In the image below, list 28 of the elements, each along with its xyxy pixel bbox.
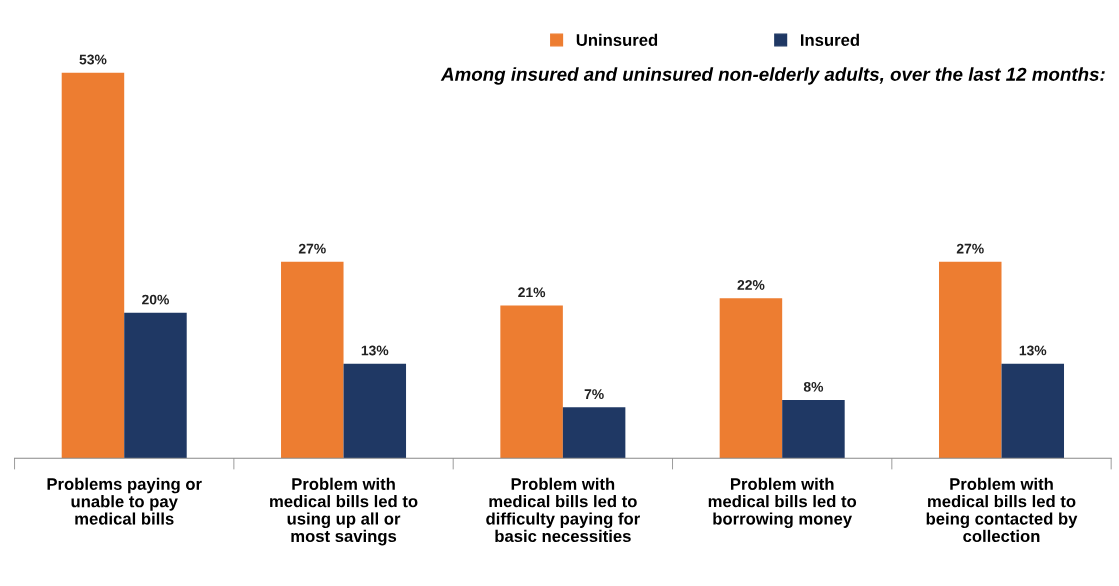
- bar: [719, 298, 783, 459]
- data-label: 27%: [298, 243, 326, 254]
- chart-subtitle: Among insured and uninsured non-elderly adults, over the last 12 months:: [440, 67, 1105, 85]
- bar: [562, 407, 626, 459]
- data-label: 7%: [584, 389, 604, 399]
- bar: [782, 400, 845, 459]
- x-tick-label: Problem with medical bills led to using up all or most savings: [270, 477, 418, 546]
- data-label: 53%: [79, 54, 107, 65]
- legend-label: Insured: [800, 33, 859, 46]
- bar: [1001, 363, 1065, 459]
- x-tick-label: Problems paying or unable to pay medical bills: [47, 477, 202, 525]
- data-label: 20%: [142, 294, 169, 305]
- bar: [343, 363, 407, 459]
- bar: [61, 72, 125, 459]
- data-label: 22%: [737, 280, 765, 290]
- bar: [500, 305, 563, 459]
- data-label: 21%: [518, 287, 546, 298]
- bar: [281, 261, 344, 459]
- bar: [939, 261, 1002, 459]
- data-label: 13%: [1019, 345, 1047, 356]
- data-label: 13%: [361, 345, 389, 356]
- x-tick-label: Problem with medical bills led to difficulty paying for basic necessities: [486, 477, 640, 543]
- x-tick-label: Problem with medical bills led to being contacted by collection: [926, 477, 1078, 543]
- data-label: 8%: [803, 381, 824, 392]
- x-tick-label: Problem with medical bills led to borrowing money: [708, 477, 857, 528]
- data-label: 27%: [956, 243, 984, 254]
- bar: [124, 312, 187, 459]
- legend-label: Uninsured: [576, 33, 658, 46]
